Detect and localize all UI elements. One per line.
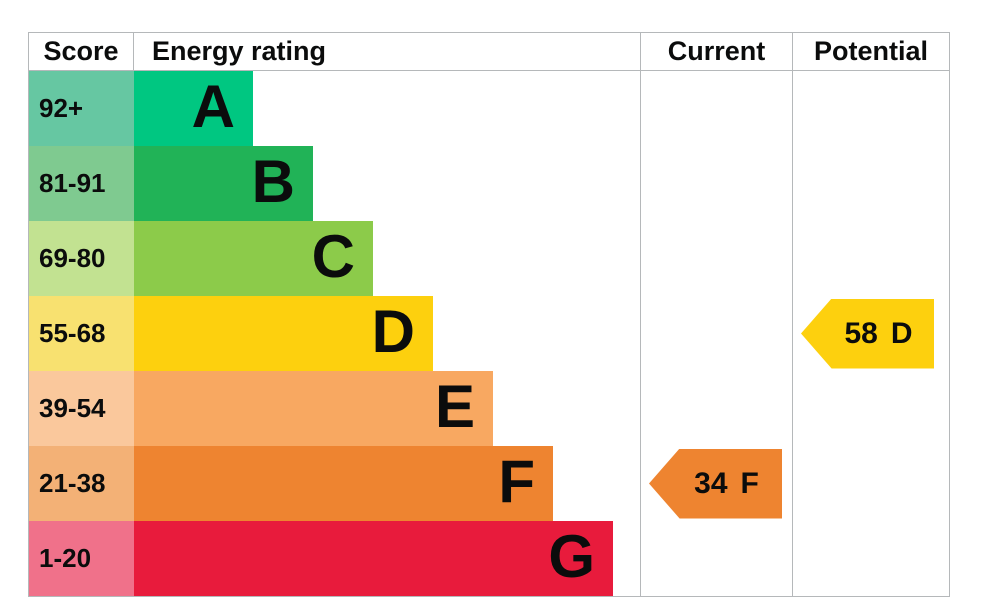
current-column-header: Current: [640, 33, 792, 70]
rating-bar-c: C: [134, 221, 373, 296]
rating-bar-a: A: [134, 71, 253, 146]
potential-band-letter: D: [890, 316, 913, 350]
band-row-d: 55-68 D 58 D: [29, 296, 949, 371]
epc-rating-chart: Score Energy rating Current Potential 92…: [28, 32, 950, 597]
current-cell-d: [640, 296, 792, 371]
band-row-f: 21-38 F 34 F: [29, 446, 949, 521]
rating-bar-e: E: [134, 371, 493, 446]
current-rating-arrow: 34 F: [649, 448, 782, 519]
band-row-e: 39-54 E: [29, 371, 949, 446]
current-cell-c: [640, 221, 792, 296]
potential-rating-arrow: 58 D: [801, 298, 934, 369]
rating-letter-b: B: [251, 147, 295, 215]
rating-letter-d: D: [371, 297, 415, 365]
rating-letter-f: F: [498, 447, 535, 515]
potential-cell-g: [792, 521, 949, 596]
potential-cell-d: 58 D: [792, 296, 949, 371]
potential-cell-b: [792, 146, 949, 221]
score-range-b: 81-91: [29, 146, 134, 221]
score-column-header: Score: [29, 33, 134, 70]
band-row-c: 69-80 C: [29, 221, 949, 296]
current-cell-g: [640, 521, 792, 596]
potential-cell-e: [792, 371, 949, 446]
potential-cell-f: [792, 446, 949, 521]
potential-cell-a: [792, 71, 949, 146]
potential-score-value: 58: [844, 316, 878, 350]
potential-column-header: Potential: [792, 33, 949, 70]
rating-bar-b: B: [134, 146, 313, 221]
score-range-a: 92+: [29, 71, 134, 146]
current-cell-b: [640, 146, 792, 221]
current-cell-a: [640, 71, 792, 146]
score-range-e: 39-54: [29, 371, 134, 446]
score-range-d: 55-68: [29, 296, 134, 371]
band-row-a: 92+ A: [29, 71, 949, 146]
rating-letter-c: C: [311, 222, 355, 290]
score-range-g: 1-20: [29, 521, 134, 596]
rating-bar-g: G: [134, 521, 613, 596]
band-row-g: 1-20 G: [29, 521, 949, 596]
score-range-c: 69-80: [29, 221, 134, 296]
rating-letter-a: A: [191, 72, 235, 140]
rating-letter-e: E: [434, 372, 475, 440]
current-band-letter: F: [740, 466, 759, 500]
table-header: Score Energy rating Current Potential: [29, 33, 949, 71]
band-row-b: 81-91 B: [29, 146, 949, 221]
rating-bar-f: F: [134, 446, 553, 521]
current-cell-f: 34 F: [640, 446, 792, 521]
energy-rating-column-header: Energy rating: [152, 36, 327, 66]
potential-cell-c: [792, 221, 949, 296]
score-range-f: 21-38: [29, 446, 134, 521]
current-cell-e: [640, 371, 792, 446]
current-score-value: 34: [694, 466, 728, 500]
rating-letter-g: G: [548, 522, 595, 590]
rating-bar-d: D: [134, 296, 433, 371]
